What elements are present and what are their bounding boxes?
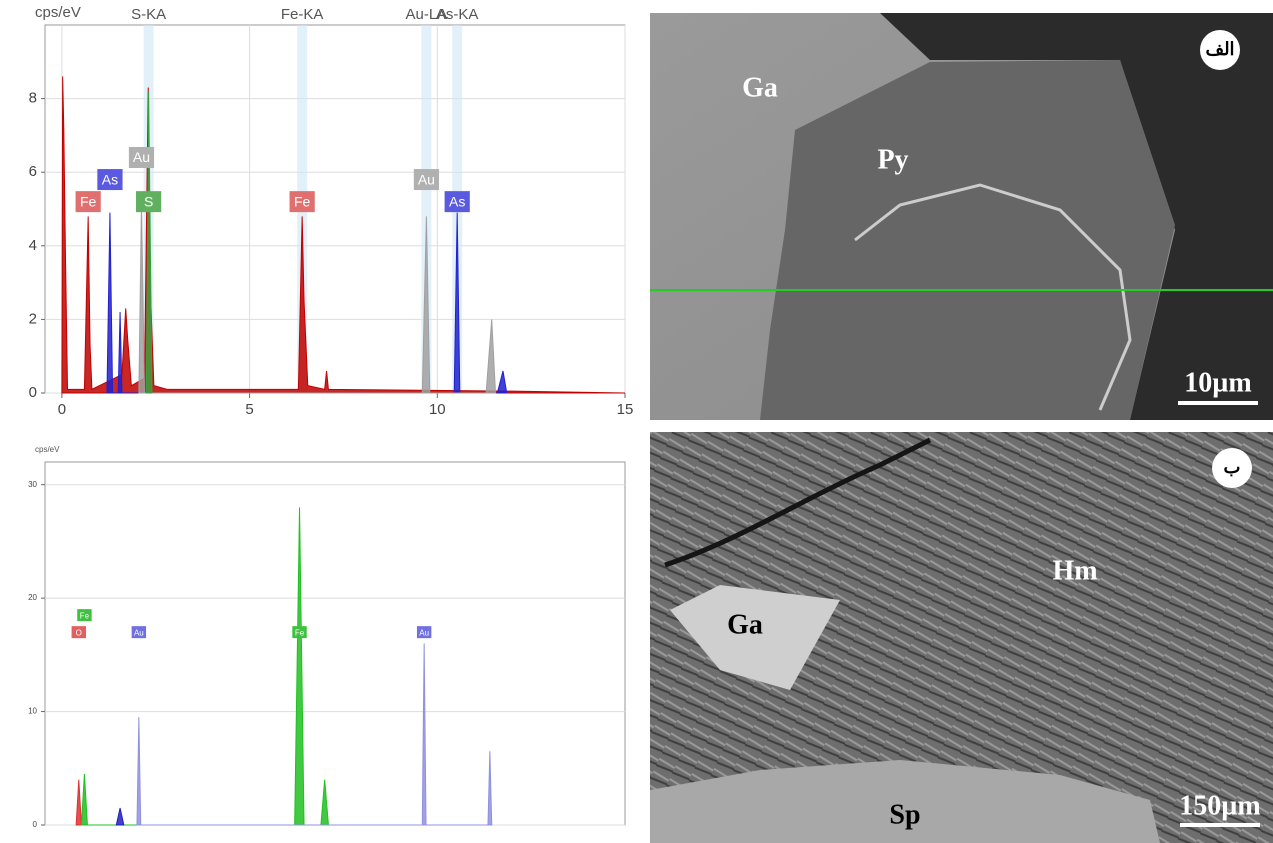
y-axis-label: cps/eV xyxy=(35,4,81,21)
panel-badge xyxy=(1200,30,1240,70)
peak-tag xyxy=(136,191,162,213)
scale-label: 10µm xyxy=(1184,367,1251,398)
y-tick-label: 0 xyxy=(33,820,38,829)
y-tick-label: 0 xyxy=(29,384,37,401)
mineral-label: Sp xyxy=(889,799,920,830)
peak-label: As-KA xyxy=(436,6,479,23)
peak-tag-label: Au xyxy=(418,171,435,187)
peak-tag-label: Fe xyxy=(294,193,311,209)
peak-tag-label: S xyxy=(144,193,153,209)
spectrum-series xyxy=(75,779,82,826)
spectrum-series xyxy=(145,91,153,394)
peak-tag-label: As xyxy=(102,171,118,187)
x-tick-label: 10 xyxy=(429,401,446,418)
galena-grain xyxy=(670,585,840,690)
mineral-label: Ga xyxy=(727,609,763,640)
crack xyxy=(664,437,932,568)
rim xyxy=(854,183,1132,411)
peak-tag xyxy=(416,626,432,639)
peak-tag-label: Au xyxy=(419,628,429,637)
spectrum-series xyxy=(115,807,125,826)
peak-tag-label: Fe xyxy=(80,611,90,620)
peak-tag xyxy=(444,191,470,213)
y-tick-label: 20 xyxy=(28,593,37,602)
peak-tag xyxy=(413,169,440,191)
x-tick-label: 5 xyxy=(245,401,253,418)
peak-tag xyxy=(77,609,92,622)
mineral-label: Hm xyxy=(1052,555,1097,586)
peak-tag xyxy=(289,191,315,213)
peak-band xyxy=(421,25,432,393)
y-tick-label: 10 xyxy=(28,707,37,716)
sem-image-a: الف Ga Py 10µm xyxy=(650,13,1273,420)
y-tick-label: 4 xyxy=(29,237,37,254)
y-tick-label: 30 xyxy=(28,480,37,489)
peak-tag xyxy=(128,146,155,168)
peak-label: Au-LA xyxy=(406,6,448,23)
x-tick-label: 0 xyxy=(58,401,66,418)
peak-tag xyxy=(75,191,101,213)
peak-tag xyxy=(131,626,147,639)
panel-label: ب xyxy=(1224,457,1241,477)
pyrite-grain xyxy=(760,60,1175,420)
panel-badge xyxy=(1212,448,1252,488)
peak-label: S-KA xyxy=(131,6,166,23)
dark-region xyxy=(880,13,1273,420)
peak-tag-label: As xyxy=(449,193,465,209)
spectrum-chart: 0 10 20 30 cps/eV O Fe Au Fe Au xyxy=(28,445,626,829)
peak-tag xyxy=(292,626,307,639)
peak-tag xyxy=(97,169,123,191)
peak-tag-label: Au xyxy=(133,149,150,165)
plot-area xyxy=(44,24,626,394)
mineral-label: Py xyxy=(877,144,908,175)
scale-label: 150µm xyxy=(1179,790,1260,821)
mineral-label: Ga xyxy=(742,72,778,103)
peak-tag-label: Fe xyxy=(295,628,305,637)
sphalerite-grain xyxy=(650,760,1160,843)
y-tick-label: 2 xyxy=(29,310,37,327)
spectrum-series xyxy=(138,201,497,394)
spectrum-series xyxy=(61,76,626,394)
peak-tag-label: O xyxy=(76,628,82,637)
peak-label: Fe-KA xyxy=(281,6,324,23)
peak-tag-label: Au xyxy=(134,628,144,637)
spectrum-series xyxy=(80,507,329,826)
sem-image-b: ب Hm Ga Sp 150µm xyxy=(650,432,1273,843)
peak-tag xyxy=(71,626,86,639)
panel-label: الف xyxy=(1205,39,1234,59)
y-tick-label: 6 xyxy=(29,163,37,180)
peak-tag-label: Fe xyxy=(80,193,97,209)
x-tick-label: 15 xyxy=(617,401,634,418)
y-axis-label: cps/eV xyxy=(35,445,60,454)
y-tick-label: 8 xyxy=(29,90,37,107)
plot-area xyxy=(44,461,626,826)
spectrum-series xyxy=(136,643,493,826)
